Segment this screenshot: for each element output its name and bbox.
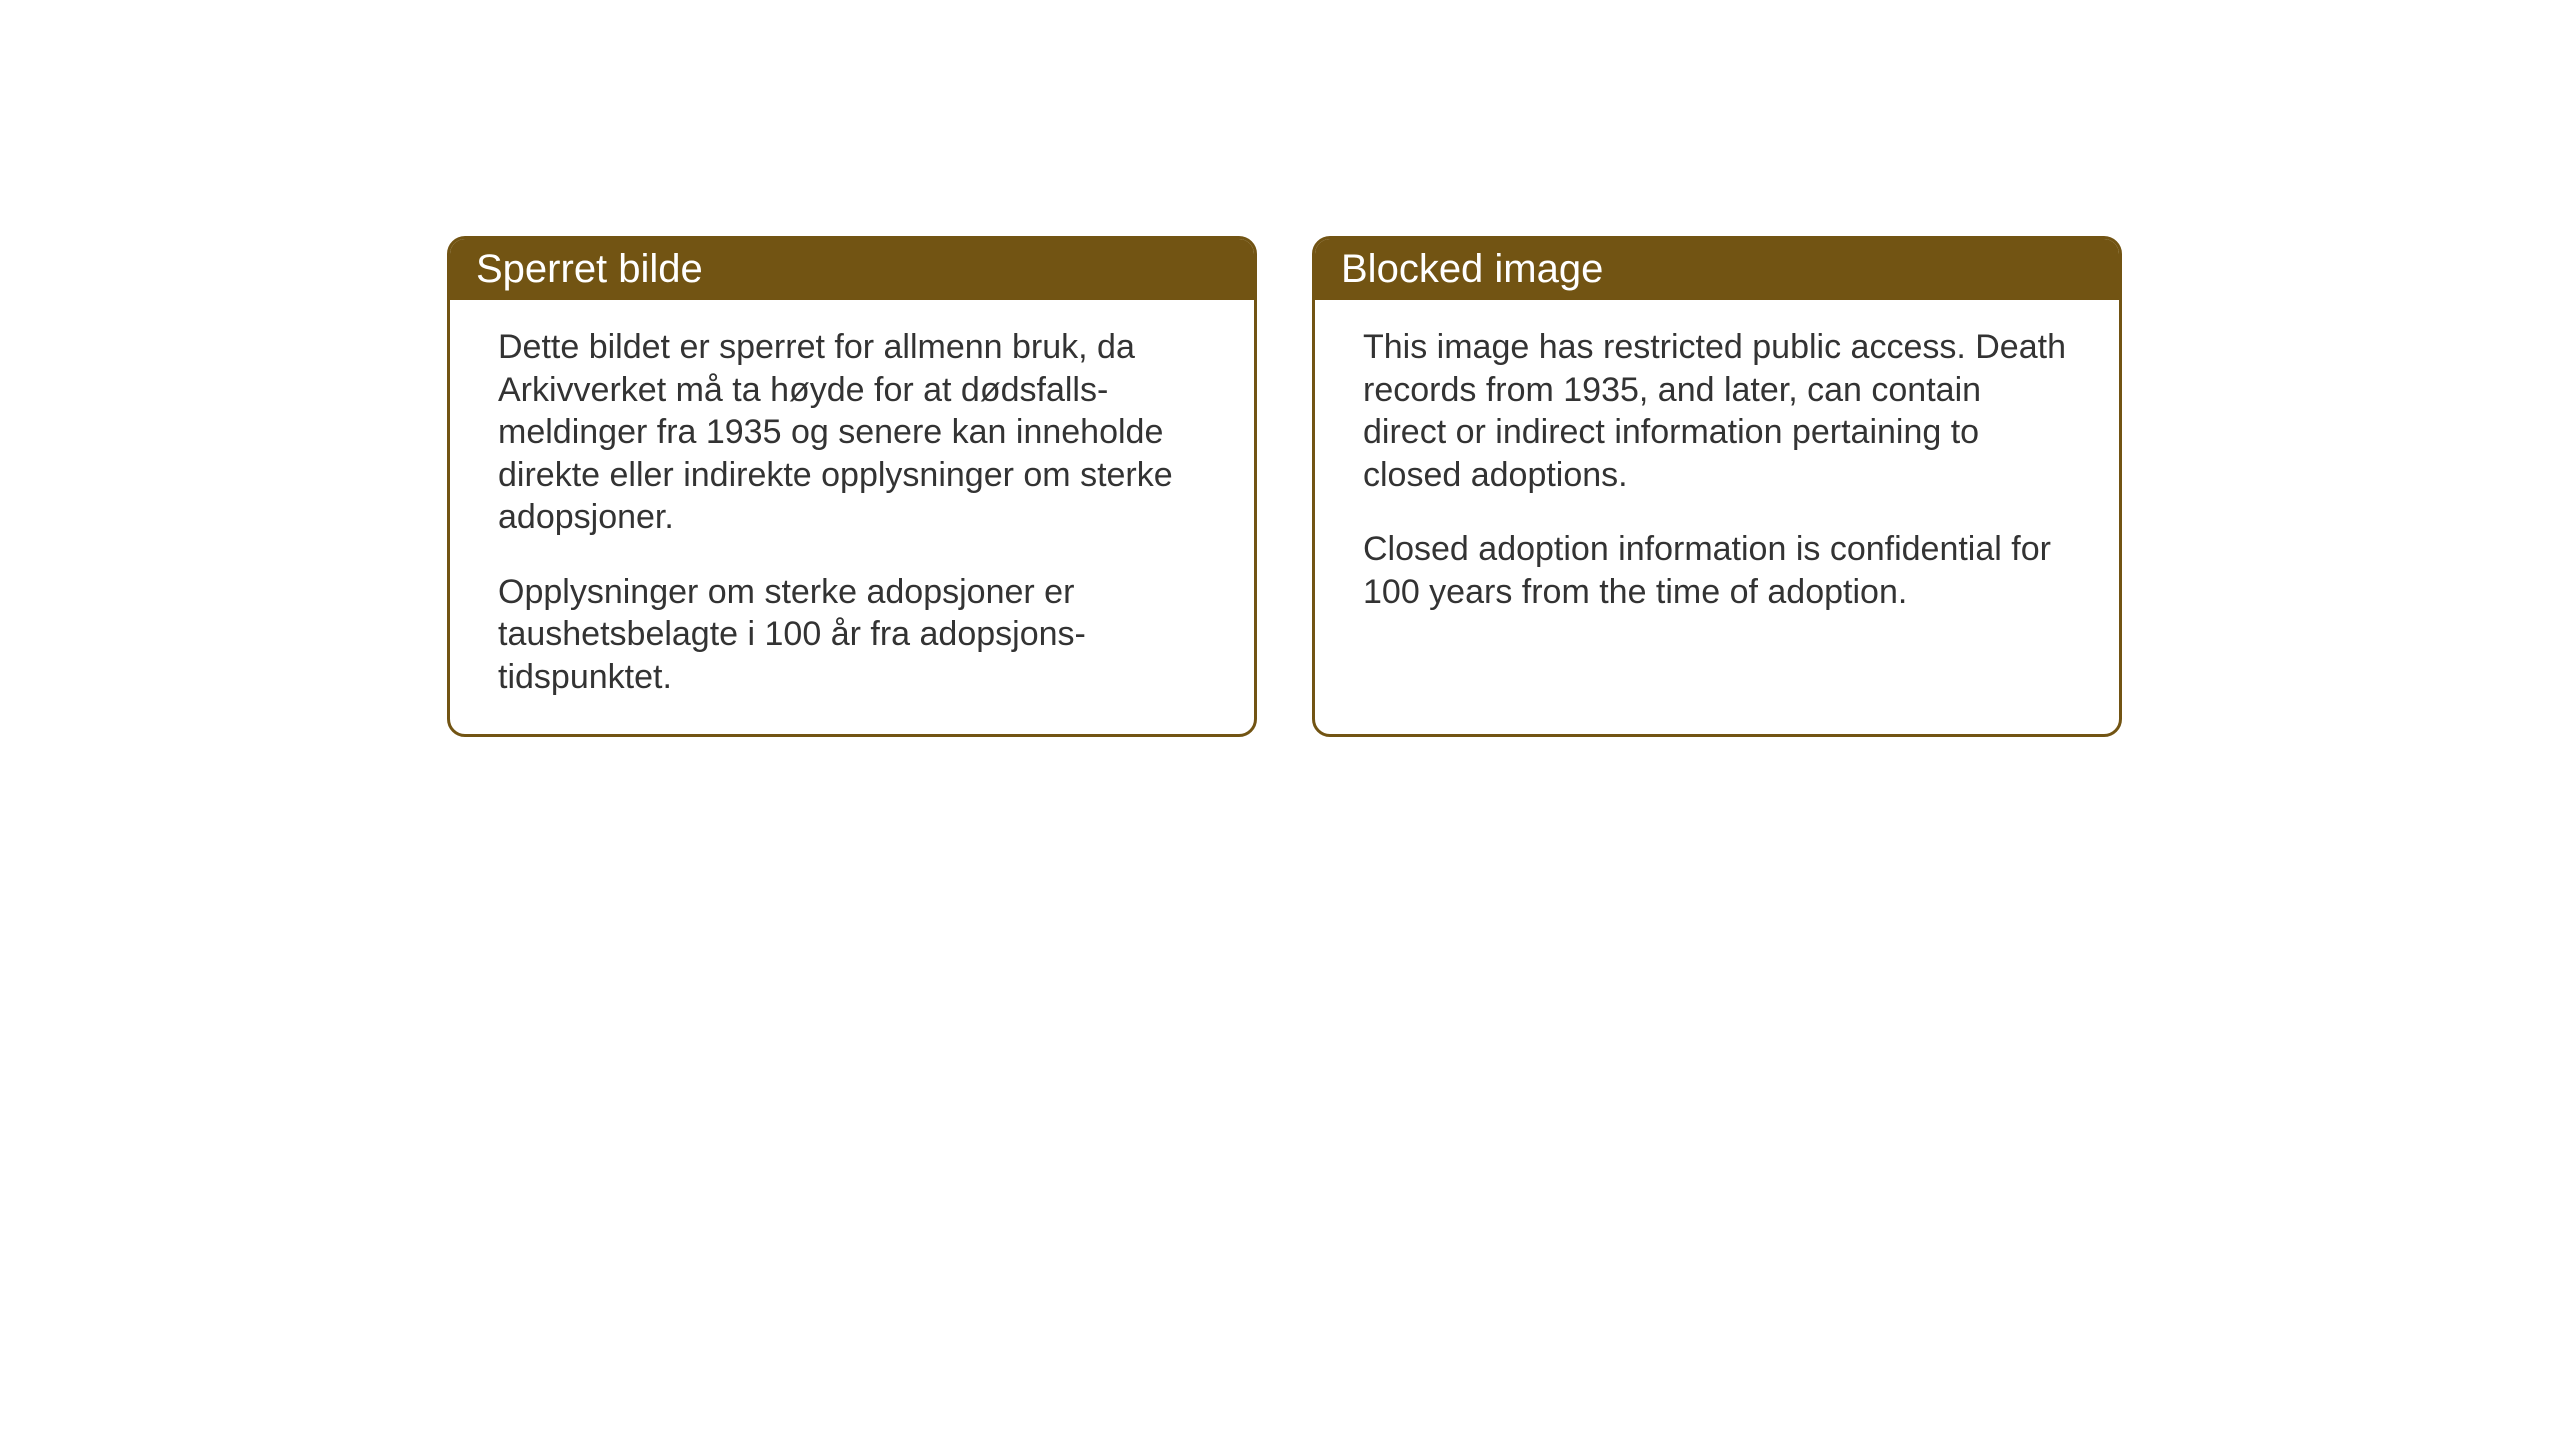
card-paragraph2-english: Closed adoption information is confident… xyxy=(1363,528,2071,613)
card-paragraph1-english: This image has restricted public access.… xyxy=(1363,326,2071,496)
cards-container: Sperret bilde Dette bildet er sperret fo… xyxy=(447,236,2122,737)
card-body-norwegian: Dette bildet er sperret for allmenn bruk… xyxy=(450,300,1254,734)
card-title-english: Blocked image xyxy=(1341,247,1603,291)
card-paragraph1-norwegian: Dette bildet er sperret for allmenn bruk… xyxy=(498,326,1206,539)
card-norwegian: Sperret bilde Dette bildet er sperret fo… xyxy=(447,236,1257,737)
card-header-norwegian: Sperret bilde xyxy=(450,239,1254,300)
card-title-norwegian: Sperret bilde xyxy=(476,247,703,291)
card-paragraph2-norwegian: Opplysninger om sterke adopsjoner er tau… xyxy=(498,571,1206,699)
card-english: Blocked image This image has restricted … xyxy=(1312,236,2122,737)
card-body-english: This image has restricted public access.… xyxy=(1315,300,2119,720)
card-header-english: Blocked image xyxy=(1315,239,2119,300)
